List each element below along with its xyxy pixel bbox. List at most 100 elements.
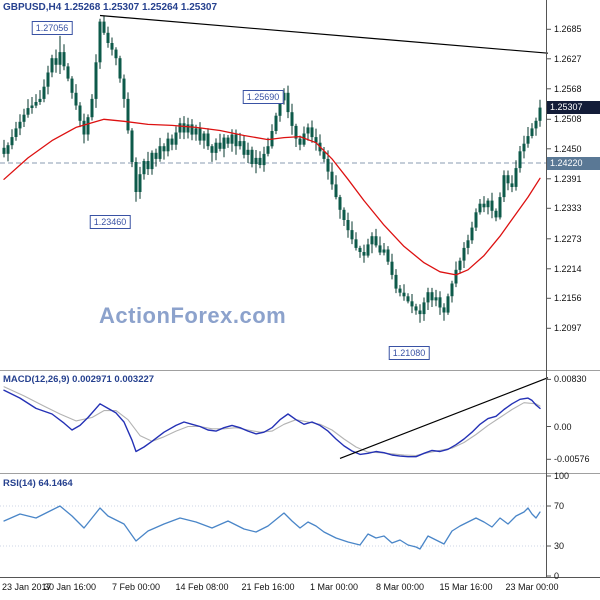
candle-body: [262, 153, 266, 166]
candle-body: [122, 78, 126, 99]
candle-body: [138, 174, 142, 192]
candle-body: [54, 58, 58, 65]
candle-body: [386, 249, 390, 262]
candle-body: [22, 114, 26, 122]
candle-body: [310, 127, 314, 138]
candle-body: [514, 168, 518, 187]
candle-body: [190, 124, 194, 135]
macd-line[interactable]: [3, 389, 541, 458]
candle-body: [10, 137, 14, 146]
candle-body: [490, 200, 494, 211]
candle-body: [202, 133, 206, 141]
candle-body: [214, 142, 218, 153]
candle-body: [534, 120, 538, 129]
candle-body: [266, 146, 270, 154]
candle-body: [98, 21, 102, 63]
candle-body: [130, 130, 134, 162]
candle-body: [198, 128, 202, 141]
candle-body: [210, 146, 214, 153]
candle-body: [350, 230, 354, 240]
candle-body: [278, 100, 282, 116]
candle-body: [446, 296, 450, 313]
candle-body: [250, 149, 254, 164]
candle-body: [370, 236, 374, 245]
candle-body: [154, 152, 158, 159]
level-price-tag: 1.24220: [547, 157, 600, 170]
candle-body: [382, 249, 386, 253]
candle-body: [134, 162, 138, 192]
candle-body: [242, 141, 246, 155]
candle-body: [102, 21, 106, 33]
candle-body: [394, 274, 398, 289]
candle-body: [258, 157, 262, 165]
candle-body: [418, 310, 422, 315]
candle-body: [426, 292, 430, 303]
candle-body: [70, 78, 74, 93]
candle-body: [26, 108, 30, 115]
candle-body: [162, 146, 166, 152]
candle-body: [458, 260, 462, 270]
candle-body: [94, 62, 98, 99]
candle-body: [306, 127, 310, 134]
candle-body: [474, 212, 478, 228]
candle-body: [6, 145, 10, 154]
candle-body: [166, 138, 170, 152]
candle-body: [106, 32, 110, 43]
candle-body: [206, 133, 210, 147]
candle-body: [170, 138, 174, 145]
candle-body: [398, 288, 402, 293]
candle-body: [334, 184, 338, 198]
candle-body: [434, 297, 438, 301]
candle-body: [338, 197, 342, 210]
candle-body: [430, 292, 434, 301]
candle-body: [522, 143, 526, 152]
candle-body: [286, 92, 290, 113]
candle-body: [290, 112, 294, 126]
candle-body: [482, 203, 486, 208]
rsi-line[interactable]: [3, 505, 541, 550]
candle-body: [90, 98, 94, 118]
candle-body: [150, 152, 154, 170]
candle-body: [234, 134, 238, 147]
candle-body: [194, 128, 198, 135]
candle-body: [390, 261, 394, 275]
candle-body: [38, 98, 42, 102]
candle-body: [294, 125, 298, 139]
candle-body: [498, 197, 502, 218]
candle-body: [114, 49, 118, 59]
candle-body: [438, 297, 442, 308]
candlestick-series: [2, 15, 542, 323]
candle-body: [374, 236, 378, 246]
candle-body: [450, 283, 454, 297]
moving-average-line[interactable]: [3, 118, 541, 276]
candle-body: [18, 121, 22, 129]
candle-body: [46, 72, 50, 87]
candle-body: [538, 107, 542, 121]
descending-trendline[interactable]: [99, 14, 549, 54]
candle-body: [66, 66, 70, 79]
candle-body: [510, 183, 514, 187]
candle-body: [346, 220, 350, 231]
candle-body: [142, 161, 146, 175]
candle-body: [298, 138, 302, 145]
candle-body: [422, 302, 426, 315]
candle-body: [230, 134, 234, 144]
candle-body: [158, 146, 162, 159]
candle-body: [478, 203, 482, 213]
candle-body: [410, 301, 414, 307]
candle-body: [366, 244, 370, 256]
candle-body: [322, 151, 326, 159]
macd-trendline[interactable]: [339, 377, 549, 459]
candle-body: [462, 247, 466, 261]
candle-body: [494, 210, 498, 218]
candle-body: [470, 227, 474, 241]
macd-signal-line[interactable]: [3, 386, 541, 457]
candle-body: [530, 128, 534, 136]
candle-body: [82, 120, 86, 135]
candle-body: [254, 157, 258, 164]
candle-body: [34, 102, 38, 106]
candle-body: [358, 247, 362, 252]
candle-body: [186, 124, 190, 133]
